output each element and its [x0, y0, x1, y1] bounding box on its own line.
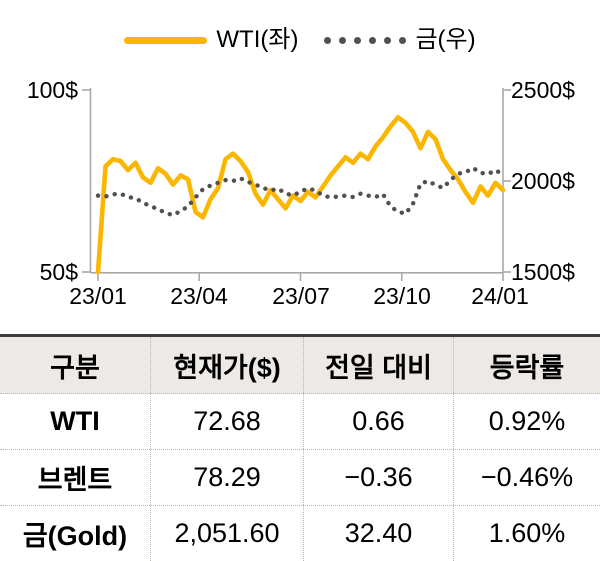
x-axis-tick-label: 23/07	[272, 283, 330, 309]
asset-name-cell: 금(Gold)	[22, 521, 128, 551]
chart-canvas	[82, 88, 511, 281]
legend-item-wti: WTI(좌)	[124, 26, 298, 54]
wti-line-swatch	[124, 36, 208, 44]
header-cell-category: 구분	[50, 352, 100, 383]
price-cell: 78.29	[150, 450, 303, 505]
table-row-gold: 금(Gold) 2,051.60 32.40 1.60%	[0, 506, 600, 561]
change-cell: −0.36	[303, 450, 453, 505]
pct-cell: 0.92%	[453, 394, 600, 449]
left-axis-tick-label: 100$	[26, 77, 78, 103]
right-axis-tick-label: 1500$	[511, 259, 575, 285]
change-cell: 32.40	[303, 506, 453, 561]
x-axis-tick-label: 24/01	[471, 283, 529, 309]
table-header-row: 구분 현재가($) 전일 대비 등락률	[0, 337, 600, 394]
x-axis-tick-label: 23/01	[69, 283, 127, 309]
left-axis-tick-label: 50$	[39, 259, 78, 285]
gold-series-dotted-line	[95, 165, 506, 218]
legend-label-gold: 금(우)	[415, 26, 476, 53]
header-cell-pct: 등락률	[453, 337, 600, 393]
header-cell-change: 전일 대비	[303, 337, 453, 393]
header-cell-price: 현재가($)	[150, 337, 303, 393]
asset-name-cell: 브렌트	[37, 465, 113, 495]
price-table: 구분 현재가($) 전일 대비 등락률 WTI 72.68 0.66 0.92%…	[0, 334, 600, 561]
table-row-wti: WTI 72.68 0.66 0.92%	[0, 394, 600, 450]
wti-series-line	[95, 115, 506, 275]
table-row-brent: 브렌트 78.29 −0.36 −0.46%	[0, 450, 600, 506]
chart-legend: WTI(좌) 금(우)	[0, 26, 600, 54]
price-chart: WTI(좌) 금(우) 100$ 50$ 2500$ 2000$ 1500$ 2…	[0, 26, 600, 309]
pct-cell: 1.60%	[453, 506, 600, 561]
right-axis-tick-label: 2000$	[511, 168, 575, 194]
right-axis-tick-label: 2500$	[511, 77, 575, 103]
x-axis-tick-label: 23/10	[373, 283, 431, 309]
pct-cell: −0.46%	[453, 450, 600, 505]
price-cell: 2,051.60	[150, 506, 303, 561]
x-axis-tick-label: 23/04	[170, 283, 228, 309]
legend-item-gold: 금(우)	[324, 26, 476, 54]
change-cell: 0.66	[303, 394, 453, 449]
legend-label-wti: WTI(좌)	[216, 26, 299, 53]
asset-name-cell: WTI	[50, 406, 100, 436]
price-cell: 72.68	[150, 394, 303, 449]
gold-dots-swatch	[324, 36, 407, 44]
